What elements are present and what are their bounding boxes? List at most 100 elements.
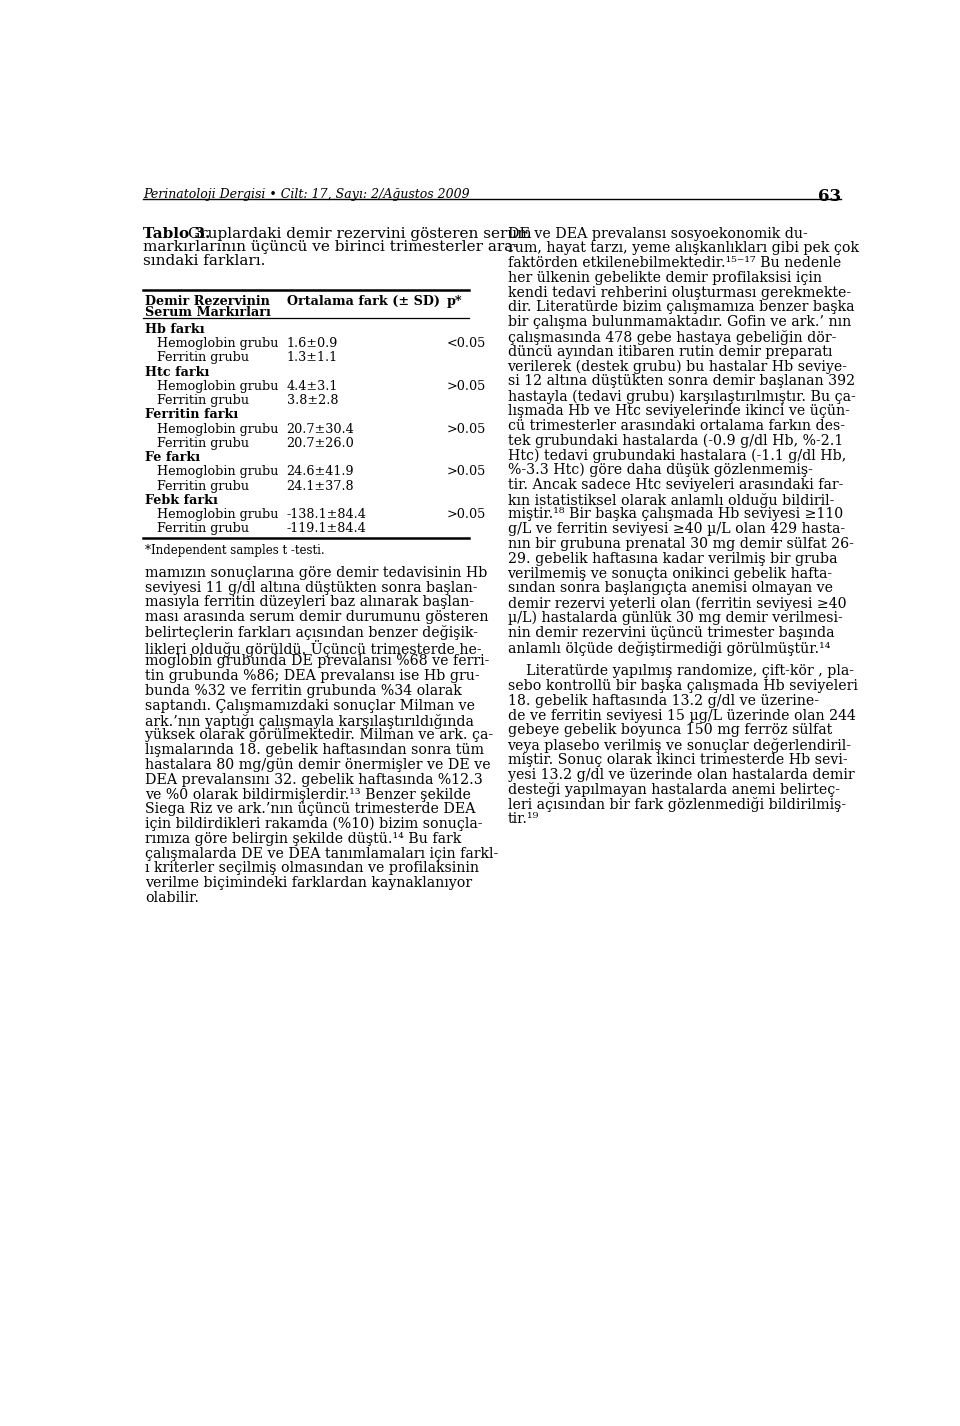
Text: µ/L) hastalarda günlük 30 mg demir verilmesi-: µ/L) hastalarda günlük 30 mg demir veril… bbox=[508, 610, 842, 626]
Text: tek grubundaki hastalarda (-0.9 g/dl Hb, %-2.1: tek grubundaki hastalarda (-0.9 g/dl Hb,… bbox=[508, 434, 843, 448]
Text: belirteçlerin farkları açısından benzer değişik-: belirteçlerin farkları açısından benzer … bbox=[145, 625, 478, 640]
Text: <0.05: <0.05 bbox=[447, 337, 487, 349]
Text: 18. gebelik haftasında 13.2 g/dl ve üzerine-: 18. gebelik haftasında 13.2 g/dl ve üzer… bbox=[508, 693, 819, 707]
Text: ması arasında serum demir durumunu gösteren: ması arasında serum demir durumunu göste… bbox=[145, 610, 489, 625]
Text: Ferritin grubu: Ferritin grubu bbox=[145, 351, 249, 364]
Text: tir.¹⁹: tir.¹⁹ bbox=[508, 811, 539, 826]
Text: çalışmalarda DE ve DEA tanımlamaları için farkl-: çalışmalarda DE ve DEA tanımlamaları içi… bbox=[145, 847, 498, 861]
Text: p*: p* bbox=[447, 295, 463, 308]
Text: rum, hayat tarzı, yeme alışkanlıkları gibi pek çok: rum, hayat tarzı, yeme alışkanlıkları gi… bbox=[508, 241, 858, 255]
Text: -119.1±84.4: -119.1±84.4 bbox=[287, 522, 367, 535]
Text: >0.05: >0.05 bbox=[447, 422, 487, 435]
Text: Perinatoloji Dergisi • Cilt: 17, Sayı: 2/Ağustos 2009: Perinatoloji Dergisi • Cilt: 17, Sayı: 2… bbox=[143, 188, 469, 201]
Text: veya plasebo verilmiş ve sonuçlar değerlendiril-: veya plasebo verilmiş ve sonuçlar değerl… bbox=[508, 739, 852, 753]
Text: Ortalama fark (± SD): Ortalama fark (± SD) bbox=[287, 295, 440, 308]
Text: saptandı. Çalışmamızdaki sonuçlar Milman ve: saptandı. Çalışmamızdaki sonuçlar Milman… bbox=[145, 699, 475, 713]
Text: 20.7±26.0: 20.7±26.0 bbox=[287, 436, 354, 449]
Text: Ferritin farkı: Ferritin farkı bbox=[145, 408, 238, 421]
Text: lışmalarında 18. gebelik haftasından sonra tüm: lışmalarında 18. gebelik haftasından son… bbox=[145, 743, 484, 757]
Text: 29. gebelik haftasına kadar verilmiş bir gruba: 29. gebelik haftasına kadar verilmiş bir… bbox=[508, 552, 837, 566]
Text: tir. Ancak sadece Htc seviyeleri arasındaki far-: tir. Ancak sadece Htc seviyeleri arasınd… bbox=[508, 478, 843, 492]
Text: her ülkenin gebelikte demir profilaksisi için: her ülkenin gebelikte demir profilaksisi… bbox=[508, 271, 822, 285]
Text: sebo kontrollü bir başka çalışmada Hb seviyeleri: sebo kontrollü bir başka çalışmada Hb se… bbox=[508, 679, 857, 693]
Text: >0.05: >0.05 bbox=[447, 465, 487, 478]
Text: bunda %32 ve ferritin grubunda %34 olarak: bunda %32 ve ferritin grubunda %34 olara… bbox=[145, 684, 462, 697]
Text: cü trimesterler arasındaki ortalama farkın des-: cü trimesterler arasındaki ortalama fark… bbox=[508, 419, 845, 432]
Text: demir rezervi yeterli olan (ferritin seviyesi ≥40: demir rezervi yeterli olan (ferritin sev… bbox=[508, 596, 846, 610]
Text: Hemoglobin grubu: Hemoglobin grubu bbox=[145, 465, 278, 478]
Text: verilme biçimindeki farklardan kaynaklanıyor: verilme biçimindeki farklardan kaynaklan… bbox=[145, 876, 472, 890]
Text: likleri olduğu görüldü. Üçüncü trimesterde he-: likleri olduğu görüldü. Üçüncü trimester… bbox=[145, 640, 481, 656]
Text: Hemoglobin grubu: Hemoglobin grubu bbox=[145, 422, 278, 435]
Text: gebeye gebelik boyunca 150 mg ferröz sülfat: gebeye gebelik boyunca 150 mg ferröz sül… bbox=[508, 723, 831, 737]
Text: ı kriterler seçilmiş olmasından ve profilaksinin: ı kriterler seçilmiş olmasından ve profi… bbox=[145, 861, 479, 876]
Text: masıyla ferritin düzeyleri baz alınarak başlan-: masıyla ferritin düzeyleri baz alınarak … bbox=[145, 595, 474, 609]
Text: Htc farkı: Htc farkı bbox=[145, 365, 209, 378]
Text: Literatürde yapılmış randomize, çift-kör , pla-: Literatürde yapılmış randomize, çift-kör… bbox=[508, 665, 853, 679]
Text: ark.’nın yaptığı çalışmayla karşılaştırıldığında: ark.’nın yaptığı çalışmayla karşılaştırı… bbox=[145, 713, 473, 729]
Text: Hemoglobin grubu: Hemoglobin grubu bbox=[145, 508, 278, 520]
Text: si 12 altına düştükten sonra demir başlanan 392: si 12 altına düştükten sonra demir başla… bbox=[508, 375, 854, 388]
Text: *Independent samples t -testi.: *Independent samples t -testi. bbox=[145, 545, 324, 558]
Text: sından sonra başlangıçta anemisi olmayan ve: sından sonra başlangıçta anemisi olmayan… bbox=[508, 582, 832, 596]
Text: 63: 63 bbox=[818, 188, 841, 205]
Text: lışmada Hb ve Htc seviyelerinde ikinci ve üçün-: lışmada Hb ve Htc seviyelerinde ikinci v… bbox=[508, 404, 850, 418]
Text: de ve ferritin seviyesi 15 µg/L üzerinde olan 244: de ve ferritin seviyesi 15 µg/L üzerinde… bbox=[508, 709, 855, 723]
Text: Siega Riz ve ark.’nın üçüncü trimesterde DEA: Siega Riz ve ark.’nın üçüncü trimesterde… bbox=[145, 803, 475, 816]
Text: dir. Literatürde bizim çalışmamıza benzer başka: dir. Literatürde bizim çalışmamıza benze… bbox=[508, 301, 854, 315]
Text: yüksek olarak görülmektedir. Milman ve ark. ça-: yüksek olarak görülmektedir. Milman ve a… bbox=[145, 729, 492, 743]
Text: 1.6±0.9: 1.6±0.9 bbox=[287, 337, 338, 349]
Text: faktörden etkilenebilmektedir.¹⁵⁻¹⁷ Bu nedenle: faktörden etkilenebilmektedir.¹⁵⁻¹⁷ Bu n… bbox=[508, 257, 841, 270]
Text: kendi tedavi rehberini oluşturması gerekmekte-: kendi tedavi rehberini oluşturması gerek… bbox=[508, 285, 851, 299]
Text: sındaki farkları.: sındaki farkları. bbox=[143, 254, 266, 268]
Text: Febk farkı: Febk farkı bbox=[145, 493, 218, 506]
Text: Ferritin grubu: Ferritin grubu bbox=[145, 479, 249, 492]
Text: 1.3±1.1: 1.3±1.1 bbox=[287, 351, 338, 364]
Text: Htc) tedavi grubundaki hastalara (-1.1 g/dl Hb,: Htc) tedavi grubundaki hastalara (-1.1 g… bbox=[508, 448, 846, 462]
Text: Ferritin grubu: Ferritin grubu bbox=[145, 522, 249, 535]
Text: seviyesi 11 g/dl altına düştükten sonra başlan-: seviyesi 11 g/dl altına düştükten sonra … bbox=[145, 580, 477, 595]
Text: markırlarının üçüncü ve birinci trimesterler ara-: markırlarının üçüncü ve birinci trimeste… bbox=[143, 241, 518, 254]
Text: Serum Markırları: Serum Markırları bbox=[145, 305, 271, 319]
Text: Tablo 3.: Tablo 3. bbox=[143, 227, 210, 241]
Text: rımıza göre belirgin şekilde düştü.¹⁴ Bu fark: rımıza göre belirgin şekilde düştü.¹⁴ Bu… bbox=[145, 831, 461, 846]
Text: DE ve DEA prevalansı sosyoekonomik du-: DE ve DEA prevalansı sosyoekonomik du- bbox=[508, 227, 807, 241]
Text: nin demir rezervini üçüncü trimester başında: nin demir rezervini üçüncü trimester baş… bbox=[508, 626, 834, 640]
Text: çalışmasında 478 gebe hastaya gebeliğin dör-: çalışmasında 478 gebe hastaya gebeliğin … bbox=[508, 329, 836, 345]
Text: leri açısından bir fark gözlenmediği bildirilmiş-: leri açısından bir fark gözlenmediği bil… bbox=[508, 797, 846, 813]
Text: ve %0 olarak bildirmişlerdir.¹³ Benzer şekilde: ve %0 olarak bildirmişlerdir.¹³ Benzer ş… bbox=[145, 787, 470, 801]
Text: Ferritin grubu: Ferritin grubu bbox=[145, 394, 249, 406]
Text: verilerek (destek grubu) bu hastalar Hb seviye-: verilerek (destek grubu) bu hastalar Hb … bbox=[508, 359, 848, 374]
Text: Ferritin grubu: Ferritin grubu bbox=[145, 436, 249, 449]
Text: bir çalışma bulunmamaktadır. Gofin ve ark.’ nın: bir çalışma bulunmamaktadır. Gofin ve ar… bbox=[508, 315, 851, 329]
Text: >0.05: >0.05 bbox=[447, 379, 487, 392]
Text: miştir. Sonuç olarak ikinci trimesterde Hb sevi-: miştir. Sonuç olarak ikinci trimesterde … bbox=[508, 753, 847, 767]
Text: nın bir grubuna prenatal 30 mg demir sülfat 26-: nın bir grubuna prenatal 30 mg demir sül… bbox=[508, 538, 853, 550]
Text: %-3.3 Htc) göre daha düşük gözlenmemiş-: %-3.3 Htc) göre daha düşük gözlenmemiş- bbox=[508, 463, 812, 478]
Text: için bildirdikleri rakamda (%10) bizim sonuçla-: için bildirdikleri rakamda (%10) bizim s… bbox=[145, 817, 482, 831]
Text: 3.8±2.8: 3.8±2.8 bbox=[287, 394, 338, 406]
Text: DEA prevalansını 32. gebelik haftasında %12.3: DEA prevalansını 32. gebelik haftasında … bbox=[145, 773, 483, 787]
Text: miştir.¹⁸ Bir başka çalışmada Hb seviyesi ≥110: miştir.¹⁸ Bir başka çalışmada Hb seviyes… bbox=[508, 508, 843, 522]
Text: Gruplardaki demir rezervini gösteren serum: Gruplardaki demir rezervini gösteren ser… bbox=[188, 227, 532, 241]
Text: >0.05: >0.05 bbox=[447, 508, 487, 520]
Text: anlamlı ölçüde değiştirmediği görülmüştür.¹⁴: anlamlı ölçüde değiştirmediği görülmüştü… bbox=[508, 640, 829, 656]
Text: mamızın sonuçlarına göre demir tedavisinin Hb: mamızın sonuçlarına göre demir tedavisin… bbox=[145, 566, 487, 580]
Text: Fe farkı: Fe farkı bbox=[145, 451, 200, 463]
Text: verilmemiş ve sonuçta onikinci gebelik hafta-: verilmemiş ve sonuçta onikinci gebelik h… bbox=[508, 566, 832, 580]
Text: düncü ayından itibaren rutin demir preparatı: düncü ayından itibaren rutin demir prepa… bbox=[508, 345, 832, 359]
Text: yesi 13.2 g/dl ve üzerinde olan hastalarda demir: yesi 13.2 g/dl ve üzerinde olan hastalar… bbox=[508, 767, 854, 781]
Text: moglobin grubunda DE prevalansı %68 ve ferri-: moglobin grubunda DE prevalansı %68 ve f… bbox=[145, 655, 490, 669]
Text: Demir Rezervinin: Demir Rezervinin bbox=[145, 295, 270, 308]
Text: Hemoglobin grubu: Hemoglobin grubu bbox=[145, 379, 278, 392]
Text: tin grubunda %86; DEA prevalansı ise Hb gru-: tin grubunda %86; DEA prevalansı ise Hb … bbox=[145, 669, 479, 683]
Text: 20.7±30.4: 20.7±30.4 bbox=[287, 422, 354, 435]
Text: g/L ve ferritin seviyesi ≥40 µ/L olan 429 hasta-: g/L ve ferritin seviyesi ≥40 µ/L olan 42… bbox=[508, 522, 845, 536]
Text: 24.6±41.9: 24.6±41.9 bbox=[287, 465, 354, 478]
Text: Hb farkı: Hb farkı bbox=[145, 322, 204, 335]
Text: -138.1±84.4: -138.1±84.4 bbox=[287, 508, 367, 520]
Text: olabilir.: olabilir. bbox=[145, 891, 199, 906]
Text: hastayla (tedavi grubu) karşılaştırılmıştır. Bu ça-: hastayla (tedavi grubu) karşılaştırılmış… bbox=[508, 389, 855, 404]
Text: 24.1±37.8: 24.1±37.8 bbox=[287, 479, 354, 492]
Text: desteği yapılmayan hastalarda anemi belirteç-: desteği yapılmayan hastalarda anemi beli… bbox=[508, 783, 839, 797]
